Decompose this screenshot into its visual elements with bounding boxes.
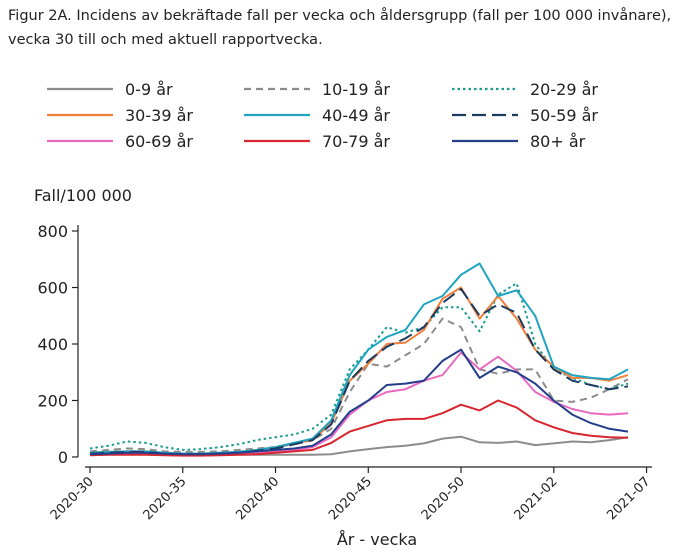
y-tick-label: 600 bbox=[37, 279, 68, 298]
legend-label-7: 70-79 år bbox=[322, 132, 390, 151]
legend-label-6: 60-69 år bbox=[125, 132, 193, 151]
x-tick-label: 2020-30 bbox=[48, 474, 97, 523]
x-tick-label: 2020-45 bbox=[326, 474, 375, 523]
series-lines bbox=[89, 262, 629, 457]
legend-label-8: 80+ år bbox=[530, 132, 586, 151]
y-axis: 0 200 400 600 800 bbox=[37, 222, 79, 467]
figure-caption: Figur 2A. Incidens av bekräftade fall pe… bbox=[8, 4, 688, 52]
x-tick-label: 2021-07 bbox=[604, 474, 653, 523]
legend-label-1: 10-19 år bbox=[322, 80, 390, 99]
series-line-1 bbox=[89, 317, 629, 453]
caption-line-2: vecka 30 till och med aktuell rapportvec… bbox=[8, 32, 323, 48]
legend: 0-9 år 10-19 år 20-29 år 30-39 år 40-49 år 50… bbox=[47, 80, 598, 151]
series-line-2 bbox=[89, 282, 629, 451]
legend-label-5: 50-59 år bbox=[530, 106, 598, 125]
x-tick-label: 2020-35 bbox=[141, 474, 190, 523]
legend-label-4: 40-49 år bbox=[322, 106, 390, 125]
y-tick-label: 800 bbox=[37, 222, 68, 241]
series-line-8 bbox=[89, 348, 629, 456]
y-axis-label: Fall/100 000 bbox=[34, 186, 132, 205]
x-tick-label: 2021-02 bbox=[512, 474, 561, 523]
x-tick-label: 2020-40 bbox=[233, 474, 282, 523]
legend-label-3: 30-39 år bbox=[125, 106, 193, 125]
y-tick-label: 200 bbox=[37, 392, 68, 411]
legend-label-0: 0-9 år bbox=[125, 80, 173, 99]
x-axis-label: År - vecka bbox=[337, 530, 417, 549]
series-line-0 bbox=[90, 435, 629, 456]
y-tick-label: 0 bbox=[58, 448, 68, 467]
series-line-6 bbox=[89, 351, 629, 456]
y-tick-label: 400 bbox=[37, 335, 68, 354]
x-axis: 2020-30 2020-35 2020-40 2020-45 2020-50 2021-… bbox=[48, 466, 653, 523]
series-line-7 bbox=[89, 399, 629, 457]
caption-line-1: Figur 2A. Incidens av bekräftade fall pe… bbox=[8, 8, 672, 24]
legend-label-2: 20-29 år bbox=[530, 80, 598, 99]
x-tick-label: 2020-50 bbox=[419, 474, 468, 523]
